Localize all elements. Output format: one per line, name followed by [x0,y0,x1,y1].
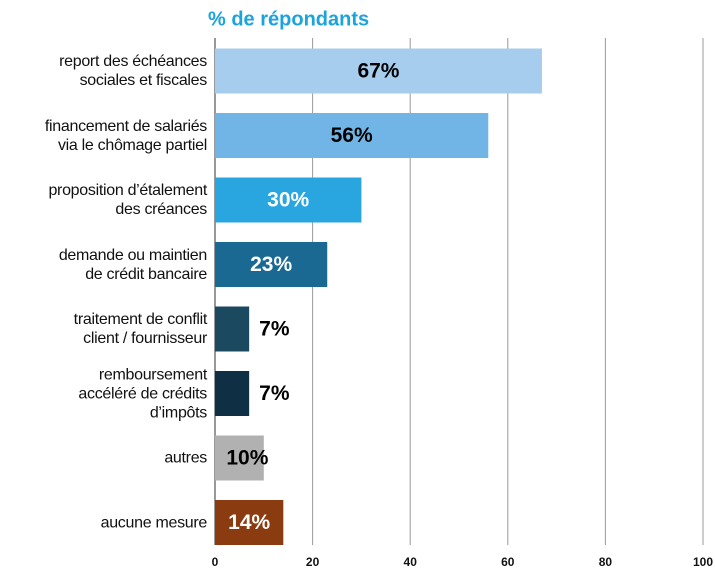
data-label: 10% [226,447,268,470]
data-label: 7% [259,382,290,405]
bar [215,306,250,352]
bar [215,113,489,158]
bar [215,371,250,416]
y-tick-label: autres [164,449,207,467]
x-tick-label: 60 [501,555,515,569]
y-tick-label: aucune mesure [100,514,208,531]
bar [215,242,328,287]
bar [215,177,362,223]
data-label: 23% [250,253,292,276]
y-tick-label: proposition d’étalement des créances [48,182,207,218]
data-label: 14% [228,511,270,534]
bar [215,435,264,481]
x-tick-label: 80 [599,555,613,569]
data-label: 56% [331,124,373,147]
data-label: 7% [259,318,290,341]
y-tick-label: traitement de conflit client / fournisse… [73,311,208,347]
data-label: 67% [357,60,399,83]
x-tick-label: 0 [212,555,219,569]
y-tick-label: financement de salariés via le chômage p… [44,117,207,154]
chart-title: % de répondants [208,8,369,30]
y-tick-label: demande ou maintien de crédit bancaire [58,246,207,283]
bar [215,48,542,94]
x-tick-label: 20 [306,555,320,569]
y-tick-label: report des échéances sociales et fiscale… [59,53,207,89]
x-tick-label: 40 [404,555,418,569]
x-tick-label: 100 [693,555,713,569]
data-label: 30% [267,189,309,212]
bar [215,500,284,545]
y-tick-label: remboursement accéléré de crédits d’impô… [78,366,207,421]
